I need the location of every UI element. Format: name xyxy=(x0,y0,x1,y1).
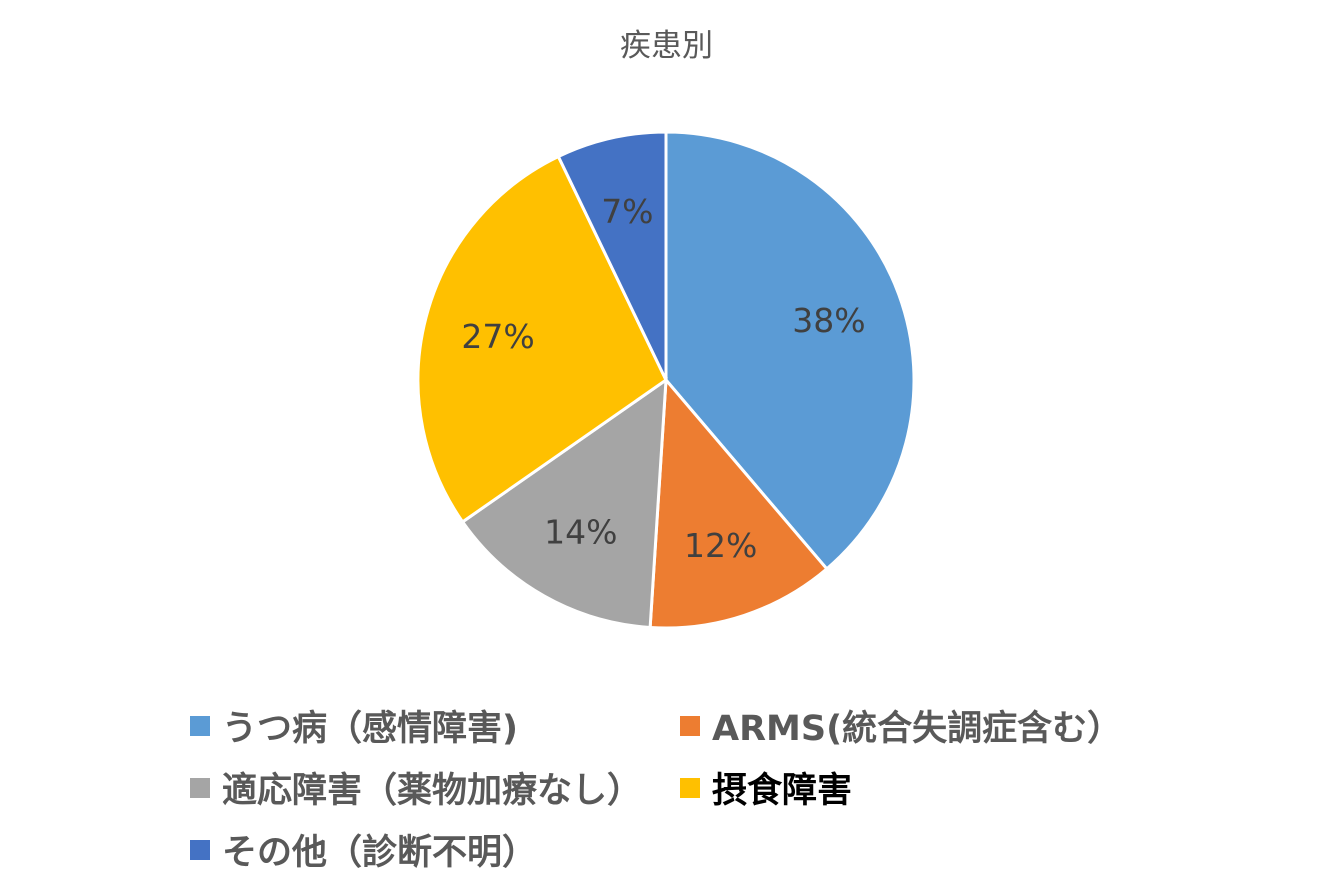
legend-item-adjustment: 適応障害（薬物加療なし） xyxy=(190,762,642,813)
pie-slice-adjustment xyxy=(460,376,668,630)
data-label-eating-disorder: 27% xyxy=(461,317,534,356)
legend-label: 摂食障害 xyxy=(712,771,853,811)
pie-slice-other xyxy=(556,130,668,381)
legend-swatch xyxy=(190,715,210,736)
legend-item-arms: ARMS(統合失調症含む） xyxy=(680,700,1122,751)
legend-label: 適応障害（薬物加療なし） xyxy=(222,771,643,811)
pie-slice-arms xyxy=(648,376,829,630)
legend-label: その他（診断不明） xyxy=(222,833,538,873)
legend-swatch xyxy=(680,777,700,798)
legend-swatch xyxy=(190,839,210,860)
legend-item-depression: うつ病（感情障害) xyxy=(190,700,518,751)
data-label-depression: 38% xyxy=(792,301,865,340)
data-label-adjustment: 14% xyxy=(544,512,617,551)
data-label-arms: 12% xyxy=(684,526,757,565)
legend-label: ARMS(統合失調症含む） xyxy=(712,709,1123,749)
legend-item-other: その他（診断不明） xyxy=(190,824,537,875)
pie-slice-depression xyxy=(664,130,916,571)
legend-swatch xyxy=(680,715,700,736)
legend-item-eating-disorder: 摂食障害 xyxy=(680,762,852,813)
chart-title: 疾患別 xyxy=(620,28,713,64)
legend-label: うつ病（感情障害) xyxy=(222,709,518,749)
pie-slice-eating-disorder xyxy=(416,154,668,524)
legend-swatch xyxy=(190,777,210,798)
data-label-other: 7% xyxy=(601,192,653,231)
